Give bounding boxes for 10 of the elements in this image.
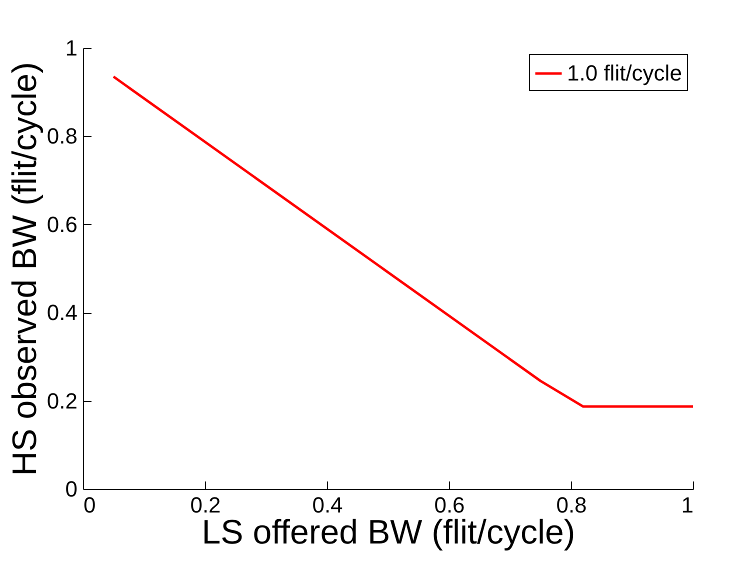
y-axis-title: HS observed BW (flit/cycle) [6, 62, 44, 476]
legend-label: 1.0 flit/cycle [567, 60, 682, 86]
y-tick-label: 0 [65, 476, 78, 502]
y-tick-label: 0.6 [46, 212, 78, 237]
y-tick-label: 0.2 [46, 388, 78, 414]
x-tick-label: 1 [681, 492, 694, 518]
y-tick-label: 1 [65, 36, 78, 60]
x-tick-label: 0 [84, 492, 96, 518]
y-tick-label: 0.4 [46, 300, 78, 326]
y-tick-label: 0.8 [46, 124, 78, 149]
